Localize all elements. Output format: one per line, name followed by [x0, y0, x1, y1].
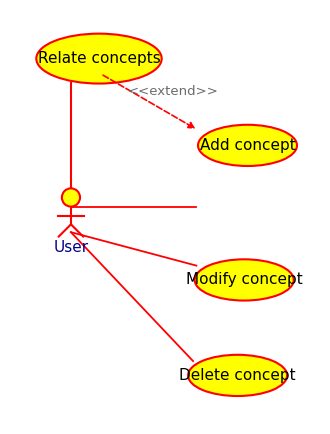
- Ellipse shape: [195, 259, 294, 301]
- Text: <<extend>>: <<extend>>: [128, 85, 219, 98]
- Ellipse shape: [198, 125, 297, 166]
- Text: Modify concept: Modify concept: [186, 273, 303, 287]
- Ellipse shape: [62, 188, 80, 207]
- Text: Add concept: Add concept: [200, 138, 295, 153]
- Ellipse shape: [188, 355, 287, 396]
- Text: User: User: [53, 240, 88, 255]
- Ellipse shape: [36, 34, 162, 83]
- Text: Relate concepts: Relate concepts: [38, 51, 160, 66]
- Text: Delete concept: Delete concept: [179, 368, 296, 383]
